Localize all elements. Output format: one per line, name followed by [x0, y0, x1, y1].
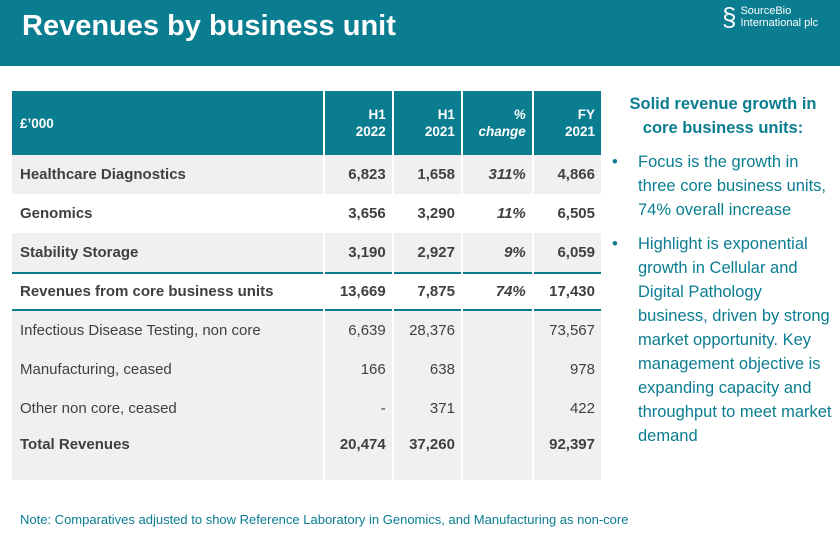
cell-change: 311%	[462, 155, 532, 194]
header-h1-2021: H1 2021	[393, 91, 461, 155]
cell-change	[462, 350, 532, 389]
cell-h1-2021: 2,927	[393, 233, 461, 272]
cell-h1-2022: 20,474	[324, 428, 392, 480]
cell-h1-2021: 37,260	[393, 428, 461, 480]
logo-line1: SourceBio	[740, 5, 792, 17]
cell-change: 11%	[462, 194, 532, 233]
cell-h1-2021: 7,875	[393, 272, 461, 311]
cell-change: 9%	[462, 233, 532, 272]
cell-h1-2022: 6,639	[324, 311, 392, 350]
cell-h1-2022: -	[324, 389, 392, 428]
header-fy-2021: FY 2021	[533, 91, 601, 155]
cell-fy-2021: 6,059	[533, 233, 601, 272]
cell-fy-2021: 17,430	[533, 272, 601, 311]
cell-h1-2022: 13,669	[324, 272, 392, 311]
table-row: Other non core, ceased -371 422	[12, 389, 601, 428]
table-row: Revenues from core business units 13,669 7…	[12, 272, 601, 311]
slide-title: Revenues by business unit	[22, 10, 396, 42]
bullet-icon: •	[612, 235, 618, 253]
row-label: Manufacturing, ceased	[12, 350, 323, 389]
cell-h1-2021: 28,376	[393, 311, 461, 350]
helix-icon: §	[722, 2, 737, 32]
row-label: Infectious Disease Testing, non core	[12, 311, 323, 350]
cell-change: 74%	[462, 272, 532, 311]
logo-line2: International plc	[740, 17, 819, 29]
table-header-row: £’000 H1 2022 H1 2021 % change FY 2021	[12, 91, 601, 155]
revenue-table: £’000 H1 2022 H1 2021 % change FY 2021 Healt…	[10, 91, 603, 480]
cell-change	[462, 428, 532, 480]
row-label: Other non core, ceased	[12, 389, 323, 428]
cell-h1-2022: 3,656	[324, 194, 392, 233]
cell-h1-2022: 166	[324, 350, 392, 389]
row-label: Total Revenues	[12, 428, 323, 480]
cell-h1-2021: 371	[393, 389, 461, 428]
cell-h1-2022: 6,823	[324, 155, 392, 194]
cell-change	[462, 389, 532, 428]
cell-change	[462, 311, 532, 350]
cell-fy-2021: 422	[533, 389, 601, 428]
table-row: Infectious Disease Testing, non core 6,63…	[12, 311, 601, 350]
table-row: Stability Storage 3,190 2,927 9% 6,059	[12, 233, 601, 272]
slide-header: Revenues by business unit § SourceBio Int…	[0, 0, 840, 66]
cell-fy-2021: 6,505	[533, 194, 601, 233]
header-unit: £’000	[12, 91, 323, 155]
row-label: Revenues from core business units	[12, 272, 323, 311]
cell-fy-2021: 73,567	[533, 311, 601, 350]
header-h1-2022: H1 2022	[324, 91, 392, 155]
cell-fy-2021: 92,397	[533, 428, 601, 480]
footnote: Note: Comparatives adjusted to show Refe…	[20, 512, 629, 527]
row-label: Stability Storage	[12, 233, 323, 272]
table-row: Genomics 3,656 3,290 11% 6,505	[12, 194, 601, 233]
cell-h1-2022: 3,190	[324, 233, 392, 272]
bullet-icon: •	[612, 153, 618, 171]
header-change: % change	[462, 91, 532, 155]
row-label: Healthcare Diagnostics	[12, 155, 323, 194]
row-label: Genomics	[12, 194, 323, 233]
table-row: Healthcare Diagnostics 6,823 1,658 311% 4,86…	[12, 155, 601, 194]
commentary-heading: Solid revenue growth in core business un…	[629, 95, 817, 137]
bullet-item: • Focus is the growth in three core busin…	[612, 150, 834, 222]
table-row: Manufacturing, ceased 166 638 978	[12, 350, 601, 389]
company-logo: § SourceBio International plc	[722, 4, 818, 30]
cell-h1-2021: 638	[393, 350, 461, 389]
cell-h1-2021: 3,290	[393, 194, 461, 233]
cell-h1-2021: 1,658	[393, 155, 461, 194]
cell-fy-2021: 978	[533, 350, 601, 389]
cell-fy-2021: 4,866	[533, 155, 601, 194]
table-row: Total Revenues 20,474 37,260 92,397	[12, 428, 601, 480]
commentary-panel: Solid revenue growth in core business un…	[612, 92, 834, 458]
bullet-item: • Highlight is exponential growth in Cell…	[612, 232, 834, 448]
